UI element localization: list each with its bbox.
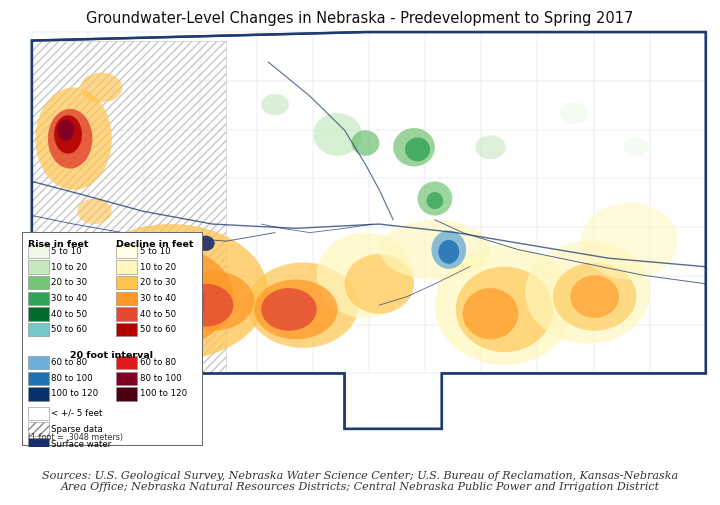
Ellipse shape [313,113,362,156]
Text: 40 to 50: 40 to 50 [51,310,88,319]
Text: 40 to 50: 40 to 50 [140,310,176,319]
FancyBboxPatch shape [27,276,49,289]
Ellipse shape [345,254,414,314]
Text: 20 to 30: 20 to 30 [140,278,176,287]
Ellipse shape [560,103,588,124]
Ellipse shape [393,128,435,167]
Ellipse shape [94,245,233,348]
Ellipse shape [525,241,650,343]
FancyBboxPatch shape [27,438,49,451]
FancyBboxPatch shape [116,372,137,385]
FancyBboxPatch shape [27,261,49,274]
Ellipse shape [351,130,379,156]
Ellipse shape [438,240,459,264]
FancyBboxPatch shape [116,308,137,321]
Text: 30 to 40: 30 to 40 [51,294,88,303]
Text: < +/- 5 feet: < +/- 5 feet [51,409,103,418]
FancyBboxPatch shape [116,292,137,305]
Ellipse shape [570,275,619,318]
FancyBboxPatch shape [116,245,137,258]
FancyBboxPatch shape [27,245,49,258]
Text: Sparse data: Sparse data [51,425,103,434]
Text: 20 to 30: 20 to 30 [51,278,88,287]
Text: 5 to 10: 5 to 10 [140,247,170,256]
Text: 10 to 20: 10 to 20 [140,263,176,272]
FancyBboxPatch shape [116,356,137,369]
FancyBboxPatch shape [22,232,202,445]
FancyBboxPatch shape [27,372,49,385]
Text: 50 to 60: 50 to 60 [140,325,176,334]
FancyBboxPatch shape [116,323,137,336]
Ellipse shape [171,271,254,331]
Text: 20 foot interval: 20 foot interval [71,351,153,360]
Text: Surface water: Surface water [51,440,112,449]
Ellipse shape [317,233,414,318]
Ellipse shape [77,198,112,224]
Ellipse shape [431,230,466,269]
Ellipse shape [48,109,92,169]
Ellipse shape [624,138,649,157]
Ellipse shape [122,289,157,321]
Text: 5 to 10: 5 to 10 [51,247,82,256]
Text: 100 to 120: 100 to 120 [51,389,99,398]
FancyBboxPatch shape [27,356,49,369]
Ellipse shape [178,284,233,327]
Ellipse shape [54,115,82,154]
Text: Rise in feet: Rise in feet [27,239,88,248]
Ellipse shape [426,192,444,209]
Ellipse shape [261,94,289,115]
FancyBboxPatch shape [27,308,49,321]
Text: 60 to 80: 60 to 80 [140,358,176,367]
FancyBboxPatch shape [116,387,137,400]
Ellipse shape [125,299,141,316]
FancyBboxPatch shape [116,276,137,289]
Ellipse shape [254,280,338,339]
Ellipse shape [405,137,430,161]
Ellipse shape [197,236,215,251]
Text: 50 to 60: 50 to 60 [51,325,88,334]
FancyBboxPatch shape [27,323,49,336]
Ellipse shape [456,267,553,352]
Ellipse shape [81,73,122,103]
Ellipse shape [463,288,518,339]
Ellipse shape [435,245,574,365]
Polygon shape [32,40,226,373]
Text: Sources: U.S. Geological Survey, Nebraska Water Science Center; U.S. Bureau of R: Sources: U.S. Geological Survey, Nebrask… [42,471,678,492]
Ellipse shape [58,120,74,141]
Text: 10 to 20: 10 to 20 [51,263,88,272]
FancyBboxPatch shape [27,422,49,436]
Ellipse shape [35,87,112,190]
Ellipse shape [261,288,317,331]
Text: Groundwater-Level Changes in Nebraska - Predevelopment to Spring 2017: Groundwater-Level Changes in Nebraska - … [86,11,634,26]
Ellipse shape [108,263,206,339]
FancyBboxPatch shape [27,407,49,420]
Ellipse shape [418,181,452,216]
Text: 60 to 80: 60 to 80 [51,358,88,367]
Ellipse shape [379,220,490,280]
FancyBboxPatch shape [27,292,49,305]
Ellipse shape [475,135,505,159]
Ellipse shape [115,275,178,331]
FancyBboxPatch shape [27,387,49,400]
Text: Decline in feet: Decline in feet [116,239,193,248]
Text: 80 to 100: 80 to 100 [140,374,181,383]
Ellipse shape [73,224,268,361]
Ellipse shape [553,263,636,331]
FancyBboxPatch shape [116,261,137,274]
Text: 80 to 100: 80 to 100 [51,374,93,383]
Polygon shape [32,32,706,429]
Text: (1 foot = .3048 meters): (1 foot = .3048 meters) [27,433,122,442]
Ellipse shape [581,203,678,280]
Ellipse shape [247,263,359,348]
Text: 30 to 40: 30 to 40 [140,294,176,303]
Text: 100 to 120: 100 to 120 [140,389,186,398]
